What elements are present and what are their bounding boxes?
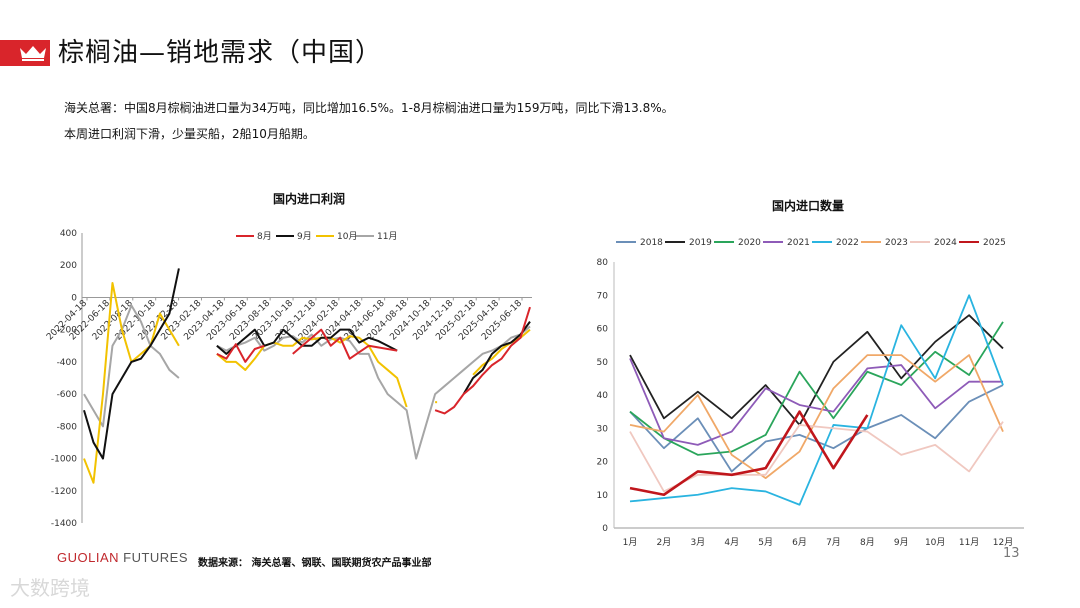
profit-series-8月-seg-0 <box>216 343 265 363</box>
import-legend-label-2024: 2024 <box>934 238 957 248</box>
import-legend-label-2019: 2019 <box>689 238 712 248</box>
profit-series-9月-seg-0 <box>83 268 180 460</box>
import-legend-label-2025: 2025 <box>983 238 1006 248</box>
import-series-2023 <box>629 354 1004 480</box>
import-legend-label-2018: 2018 <box>640 238 663 248</box>
import-y-tick-7: 70 <box>597 291 609 301</box>
import-x-tick-4: 5月 <box>758 537 773 548</box>
chart-title-profit: 国内进口利润 <box>273 192 346 206</box>
import-x-tick-10: 11月 <box>959 537 979 548</box>
profit-series-8月-seg-2 <box>434 306 531 415</box>
import-x-tick-1: 2月 <box>657 537 672 548</box>
import-y-tick-3: 30 <box>597 424 609 434</box>
profit-y-tick-7: -1000 <box>51 455 77 465</box>
import-x-tick-9: 10月 <box>925 537 945 548</box>
import-y-tick-8: 80 <box>597 258 609 268</box>
import-x-tick-11: 12月 <box>993 537 1013 548</box>
note-line-2: 本周进口利润下滑，少量买船，2船10月船期。 <box>64 127 315 141</box>
import-x-tick-2: 3月 <box>690 537 705 548</box>
profit-y-tick-1: 200 <box>60 261 77 271</box>
profit-y-tick-8: -1200 <box>51 487 77 497</box>
data-source: 数据来源： 海关总署、钢联、国联期货农产品事业部 <box>198 558 432 569</box>
import-legend-label-2021: 2021 <box>787 238 810 248</box>
import-series-2021 <box>629 358 1003 446</box>
brand-name: GUOLIAN <box>57 550 120 565</box>
profit-legend-label-1: 9月 <box>297 231 312 242</box>
import-legend-label-2022: 2022 <box>836 238 859 248</box>
import-series-2020 <box>629 321 1004 456</box>
import-x-tick-0: 1月 <box>623 537 638 548</box>
profit-legend-label-3: 11月 <box>377 231 397 242</box>
import-series-2025 <box>629 410 869 497</box>
chart-title-import: 国内进口数量 <box>772 199 845 213</box>
import-series-2024 <box>629 421 1004 493</box>
profit-series-11月-seg-1 <box>216 325 531 460</box>
import-y-tick-2: 20 <box>597 458 609 468</box>
import-y-tick-4: 40 <box>597 391 609 401</box>
import-series-2019 <box>629 314 1004 426</box>
brand-suffix: FUTURES <box>123 550 189 565</box>
profit-series-8月-seg-1 <box>292 328 398 360</box>
crown-icon <box>20 46 46 61</box>
profit-series-9月-seg-2 <box>462 321 531 395</box>
import-y-tick-0: 0 <box>602 524 608 534</box>
note-line-1: 海关总署：中国8月棕榈油进口量为34万吨，同比增加16.5%。1-8月棕榈油进口… <box>64 101 674 115</box>
page-number: 13 <box>1003 546 1020 561</box>
profit-legend-label-2: 10月 <box>337 231 357 242</box>
import-series-2022 <box>629 294 1004 506</box>
profit-y-tick-6: -800 <box>57 422 78 432</box>
profit-y-tick-0: 400 <box>60 229 77 239</box>
import-x-tick-7: 8月 <box>860 537 875 548</box>
import-legend-label-2020: 2020 <box>738 238 761 248</box>
import-y-tick-1: 10 <box>597 491 609 501</box>
brand-logo: GUOLIAN FUTURES <box>57 550 188 565</box>
page-title: 棕榈油—销地需求（中国） <box>58 38 383 68</box>
profit-y-tick-3: -200 <box>57 326 78 336</box>
watermark: 大数跨境 <box>10 576 90 600</box>
profit-legend-label-0: 8月 <box>257 231 272 242</box>
import-y-tick-5: 50 <box>597 358 609 368</box>
import-x-tick-5: 6月 <box>792 537 807 548</box>
import-x-tick-3: 4月 <box>724 537 739 548</box>
profit-series-10月-seg-1 <box>216 335 408 408</box>
profit-series-9月-seg-1 <box>216 328 398 355</box>
import-x-tick-8: 9月 <box>894 537 909 548</box>
profit-y-tick-5: -600 <box>57 390 78 400</box>
profit-y-tick-4: -400 <box>57 358 78 368</box>
import-legend-label-2023: 2023 <box>885 238 908 248</box>
import-x-tick-6: 7月 <box>826 537 841 548</box>
profit-y-tick-2: 0 <box>71 293 77 303</box>
profit-y-tick-9: -1400 <box>51 519 77 529</box>
import-y-tick-6: 60 <box>597 325 609 335</box>
